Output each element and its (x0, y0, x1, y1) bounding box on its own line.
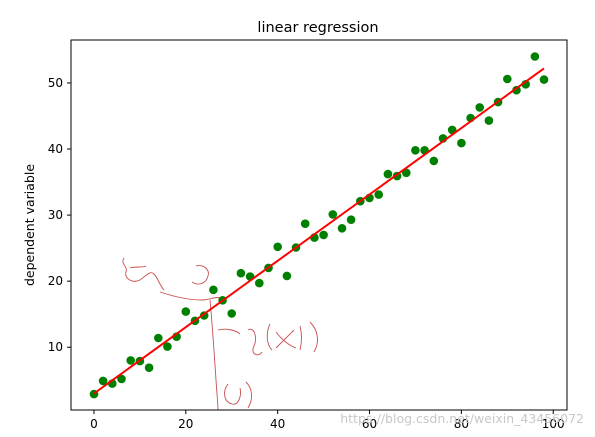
regression-line (93, 67, 545, 395)
data-point (227, 309, 236, 318)
data-point (530, 52, 540, 61)
data-point (512, 85, 521, 95)
data-point (457, 138, 466, 148)
data-point (98, 376, 108, 386)
x-tick-label: 100 (542, 417, 565, 431)
data-point (163, 342, 172, 351)
data-point (300, 219, 310, 228)
watermark-text: https://blog.csdn.net/weixin_43456072 (340, 411, 584, 426)
x-axis: 0 20 40 60 80 100 (90, 410, 565, 431)
data-point (337, 224, 347, 233)
handwritten-annotation (122, 257, 318, 411)
y-tick-label: 10 (48, 340, 63, 354)
chart-title: linear regression (257, 20, 378, 36)
data-point (484, 116, 494, 125)
y-tick-label: 30 (48, 208, 63, 222)
data-point (319, 230, 328, 240)
data-point (328, 210, 338, 219)
data-point (154, 333, 163, 343)
data-point (254, 278, 264, 288)
data-point (273, 242, 283, 252)
data-point (383, 169, 393, 179)
x-tick-label: 40 (270, 417, 285, 431)
data-point (475, 103, 485, 112)
data-point (126, 356, 135, 365)
x-tick-label: 0 (90, 417, 98, 431)
data-point (539, 75, 549, 84)
data-point (411, 146, 420, 155)
regression-line-layer (93, 67, 545, 395)
data-point (429, 156, 439, 166)
y-tick-label: 40 (48, 142, 63, 156)
data-point (144, 363, 154, 373)
plot-area (71, 40, 567, 410)
data-point (503, 74, 512, 84)
data-point (117, 374, 126, 384)
y-axis-label: dependent variable (22, 164, 37, 286)
y-axis: 10 20 30 40 50 (48, 76, 71, 354)
data-point (346, 215, 356, 224)
x-tick-label: 20 (178, 417, 193, 431)
data-point (181, 307, 191, 316)
data-point (236, 268, 246, 278)
data-point (282, 271, 292, 281)
y-tick-label: 20 (48, 274, 63, 288)
plot-frame (70, 39, 568, 411)
data-point (374, 190, 384, 199)
data-point (209, 285, 218, 295)
x-tick-label: 60 (362, 417, 377, 431)
x-tick-label: 80 (454, 417, 469, 431)
y-tick-label: 50 (48, 76, 63, 90)
